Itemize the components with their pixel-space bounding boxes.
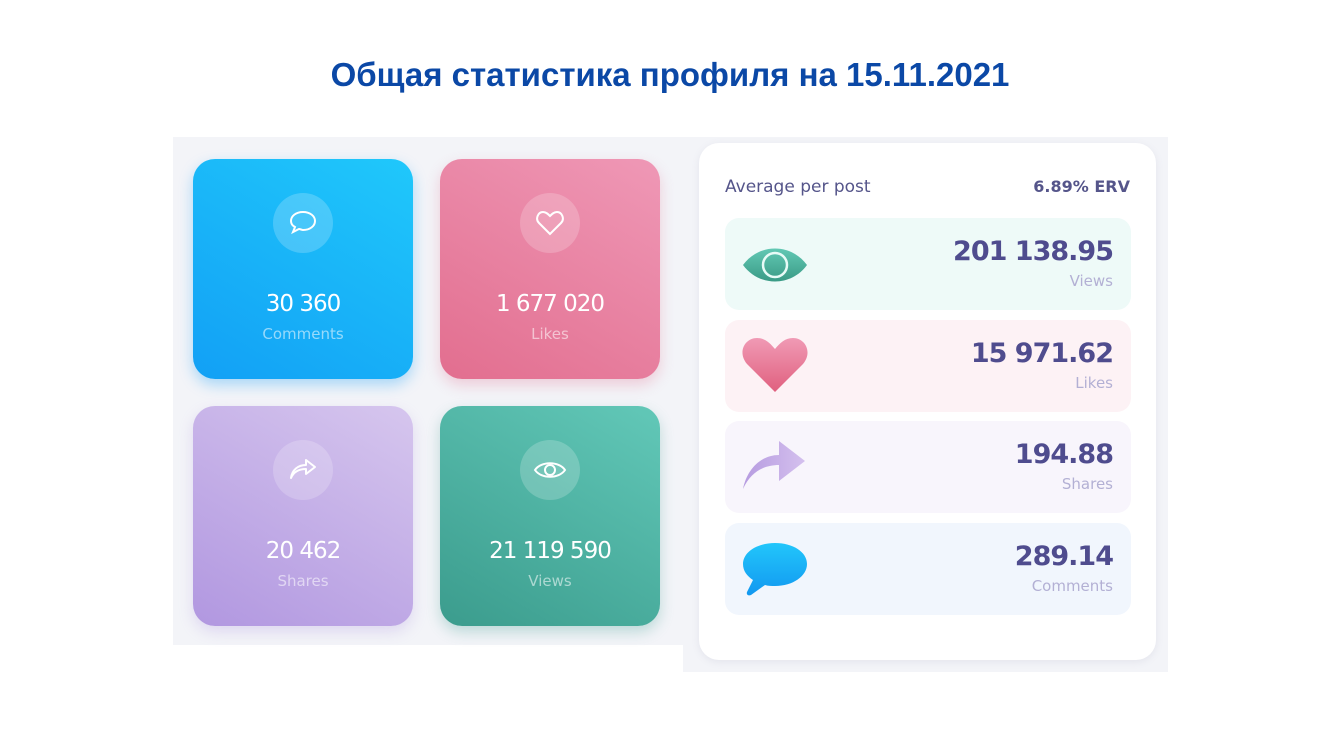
views-total-card: 21 119 590 Views [440,406,660,626]
avg-likes-value: 15 971.62 [970,338,1114,369]
avg-views-label: Views [1069,272,1113,290]
average-card: Average per post 6.89% ERV 201 138.95 Vi… [699,143,1156,660]
erv-value: 6.89% ERV [1033,177,1130,196]
views-total-label: Views [528,572,572,590]
average-title: Average per post [725,177,871,197]
avg-comments-value: 289.14 [1014,541,1114,572]
avg-likes-row: 15 971.62 Likes [725,320,1131,412]
avg-likes-label: Likes [1075,374,1113,392]
views-total-value: 21 119 590 [489,538,612,564]
avg-views-row: 201 138.95 Views [725,218,1131,310]
comments-total-card: 30 360 Comments [193,159,413,379]
likes-total-label: Likes [531,325,569,343]
eye-icon [743,248,807,282]
totals-panel: 30 360 Comments 1 677 020 Likes 20 462 S… [173,137,683,645]
avg-comments-label: Comments [1031,577,1113,595]
page-title: Общая статистика профиля на 15.11.2021 [330,56,1010,93]
likes-total-value: 1 677 020 [495,291,605,317]
avg-shares-label: Shares [1061,475,1113,493]
shares-total-card: 20 462 Shares [193,406,413,626]
avg-shares-value: 194.88 [1014,439,1114,470]
share-icon [273,440,333,500]
avg-shares-row: 194.88 Shares [725,421,1131,513]
shares-total-label: Shares [277,572,329,590]
comments-total-label: Comments [262,325,344,343]
avg-comments-row: 289.14 Comments [725,523,1131,615]
comment-icon [273,193,333,253]
eye-icon [520,440,580,500]
share-icon [743,441,805,489]
heart-icon [520,193,580,253]
likes-total-card: 1 677 020 Likes [440,159,660,379]
avg-views-value: 201 138.95 [953,236,1114,267]
comment-icon [743,543,807,596]
average-panel: Average per post 6.89% ERV 201 138.95 Vi… [683,137,1168,672]
shares-total-value: 20 462 [265,538,341,564]
heart-icon [742,338,808,392]
comments-total-value: 30 360 [265,291,341,317]
